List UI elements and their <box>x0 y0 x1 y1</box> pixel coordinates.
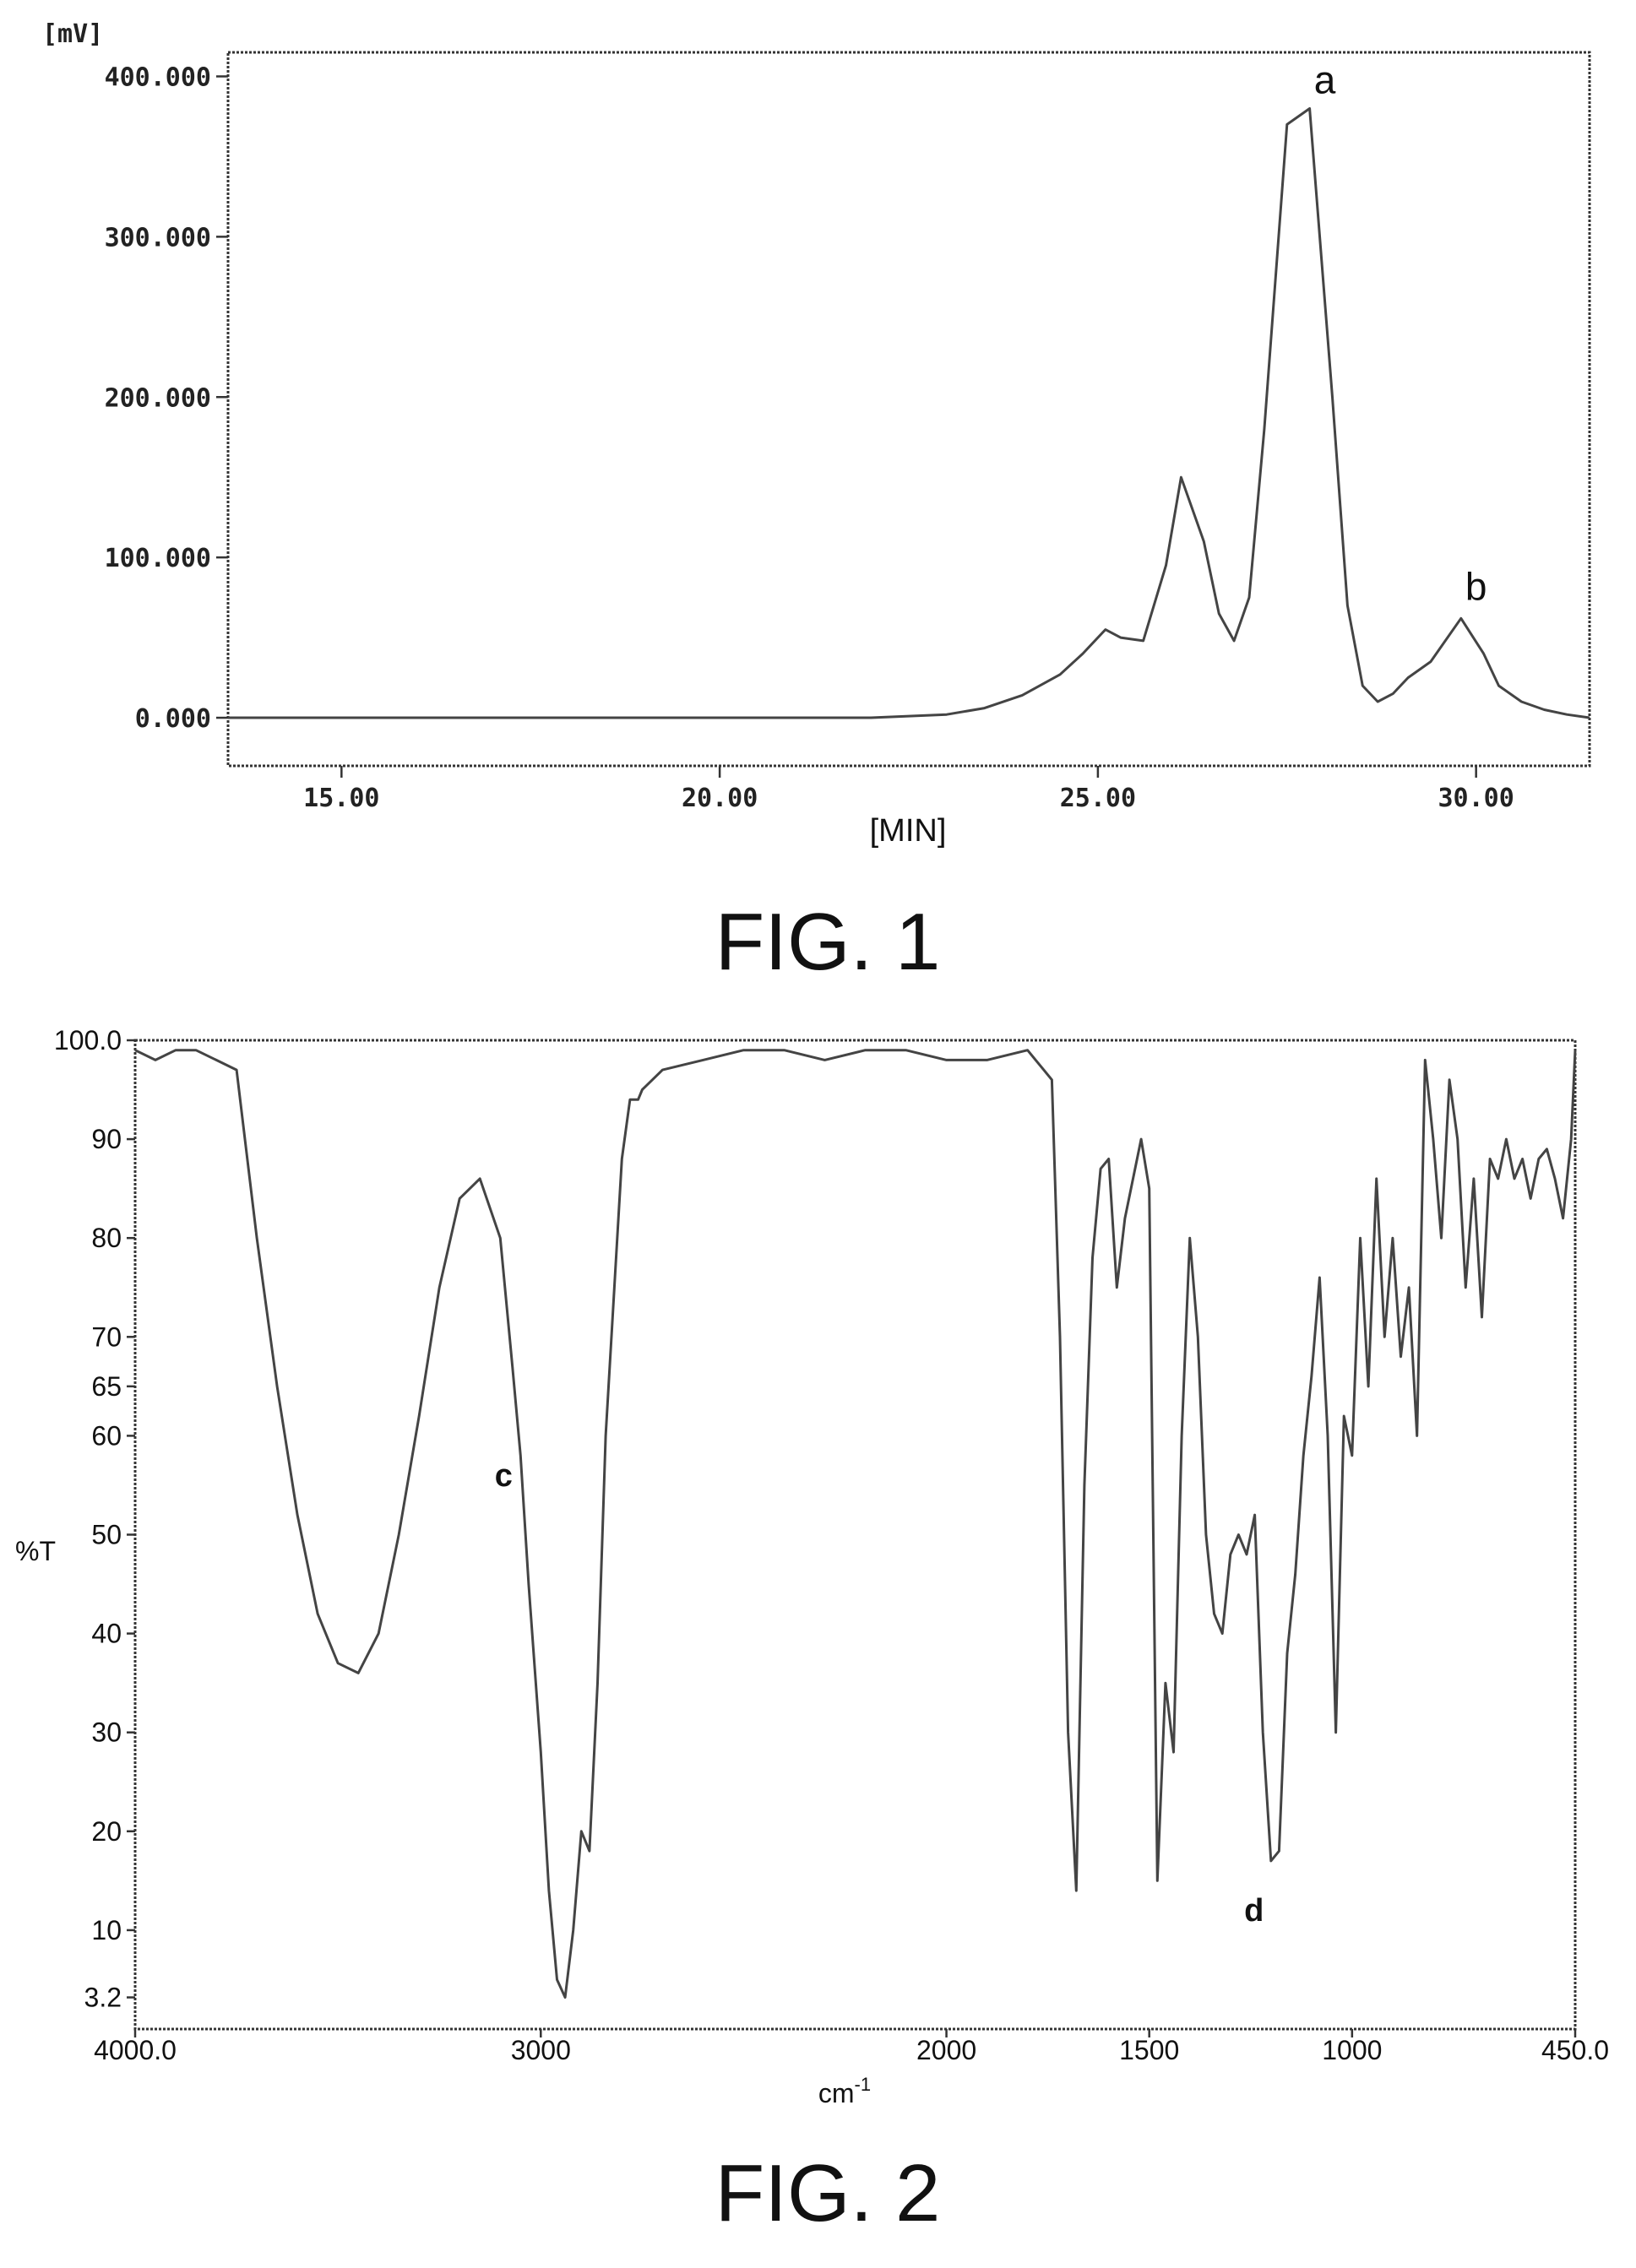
fig2-x-tick-label: 450.0 <box>1541 2035 1609 2065</box>
fig2-y-axis-label: %T <box>15 1536 56 1566</box>
fig1-plot-frame <box>226 51 1591 768</box>
fig2-x-tick-label: 1000 <box>1322 2035 1382 2065</box>
fig2-peak-label-c: c <box>495 1458 513 1494</box>
fig2-y-tick-label: 50 <box>91 1520 122 1550</box>
fig2-series-line <box>134 1049 1577 1999</box>
fig2-y-tick-label: 60 <box>91 1420 122 1451</box>
fig2-y-tick-label: 90 <box>91 1124 122 1154</box>
fig1-y-tick-label: 100.000 <box>105 544 211 573</box>
fig1-y-tick-label: 400.000 <box>105 62 211 92</box>
fig1-y-unit-label: [mV] <box>42 19 103 49</box>
fig1-x-axis-label: [MIN] <box>870 813 947 849</box>
fig2-x-axis-label-sup: -1 <box>855 2074 872 2095</box>
fig2-y-tick-label: 80 <box>91 1223 122 1253</box>
fig2-y-tick-label: 40 <box>91 1619 122 1649</box>
fig1-series-line <box>228 107 1590 719</box>
fig2-caption: FIG. 2 <box>715 2148 941 2238</box>
fig1-y-tick-label: 300.000 <box>105 223 211 252</box>
fig2-y-tick-label: 10 <box>91 1915 122 1945</box>
fig2-y-tick-label: 70 <box>91 1321 122 1352</box>
fig1-peak-label-a: a <box>1314 58 1336 102</box>
fig2-y-tick-label: 30 <box>91 1717 122 1748</box>
fig2-y-tick-label: 3.2 <box>84 1983 122 2013</box>
fig1-x-tick-label: 30.00 <box>1438 784 1514 813</box>
fig1-x-tick-label: 25.00 <box>1060 784 1136 813</box>
fig2-x-axis-label: cm-1 <box>818 2074 871 2108</box>
fig1-peak-annotations: ab <box>1314 58 1487 609</box>
fig2-y-ticks: 3.2 10 20 30 40 50 60 65 70 80 90 100.0 <box>54 1025 135 2013</box>
fig1-x-tick-label: 15.00 <box>303 784 379 813</box>
fig2-x-tick-label: 4000.0 <box>94 2035 177 2065</box>
fig2-peak-annotations: cd <box>495 1458 1264 1929</box>
fig2-peak-label-d: d <box>1244 1893 1264 1929</box>
fig2-plot-frame <box>133 1039 1577 2031</box>
fig2-x-axis-label-base: cm <box>818 2078 855 2108</box>
fig2-y-tick-label: 65 <box>91 1371 122 1402</box>
fig2-x-tick-label: 2000 <box>916 2035 976 2065</box>
fig2-y-tick-label: 20 <box>91 1816 122 1847</box>
fig1-y-tick-label: 200.000 <box>105 383 211 413</box>
fig1-y-tick-label: 0.000 <box>135 704 211 734</box>
fig1-peak-label-b: b <box>1465 565 1487 609</box>
fig1-caption: FIG. 1 <box>715 897 941 987</box>
fig1-chart: [mV] 0.000 100.000 200.000 300.000 400.000 1… <box>42 19 1591 987</box>
fig2-x-tick-label: 1500 <box>1119 2035 1179 2065</box>
fig1-y-ticks: 0.000 100.000 200.000 300.000 400.000 <box>105 62 228 734</box>
fig2-chart: 3.2 10 20 30 40 50 60 65 70 80 90 100.0 4000.0 3000 2… <box>15 1025 1609 2238</box>
fig2-y-tick-label: 100.0 <box>54 1025 122 1055</box>
fig1-x-tick-label: 20.00 <box>682 784 758 813</box>
fig2-x-ticks: 4000.0 3000 2000 1500 1000 450.0 <box>94 2029 1609 2065</box>
fig2-x-tick-label: 3000 <box>511 2035 571 2065</box>
fig1-x-ticks: 15.00 20.00 25.00 30.00 <box>303 766 1514 813</box>
